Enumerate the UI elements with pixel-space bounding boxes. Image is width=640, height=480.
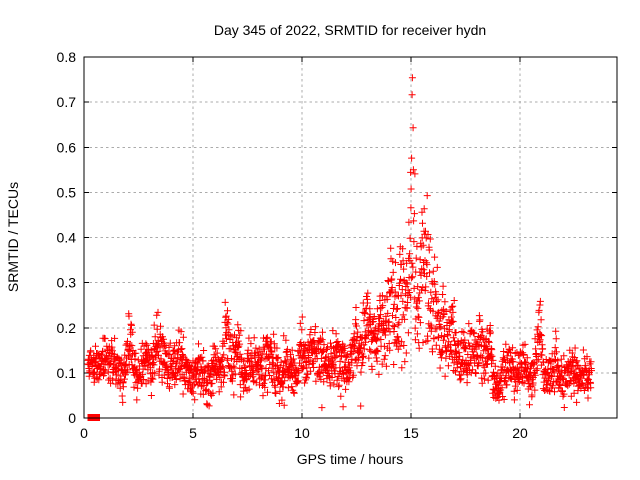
x-tick-label: 15 [403,425,419,441]
y-tick-label: 0.6 [57,139,77,155]
chart-title: Day 345 of 2022, SRMTID for receiver hyd… [214,22,486,38]
x-tick-label: 10 [294,425,310,441]
y-axis-label: SRMTID / TECUs [5,182,21,292]
x-tick-label: 20 [512,425,528,441]
plot-border [83,56,618,419]
x-tick-label: 0 [80,425,88,441]
y-tick-labels: 0 0.1 0.2 0.3 0.4 0.5 0.6 0.7 0.8 [57,49,77,426]
y-tick-label: 0.5 [57,184,77,200]
y-tick-label: 0.4 [57,230,77,246]
y-tick-label: 0.7 [57,94,77,110]
x-axis-label: GPS time / hours [297,451,404,467]
x-tick-label: 5 [189,425,197,441]
y-tick-label: 0.2 [57,320,77,336]
y-tick-label: 0.3 [57,275,77,291]
y-tick-label: 0.8 [57,49,77,65]
gridlines [84,57,617,418]
y-tick-label: 0 [68,410,76,426]
x-tick-labels: 0 5 10 15 20 [80,425,528,441]
y-tick-label: 0.1 [57,365,77,381]
data-points [84,74,595,412]
